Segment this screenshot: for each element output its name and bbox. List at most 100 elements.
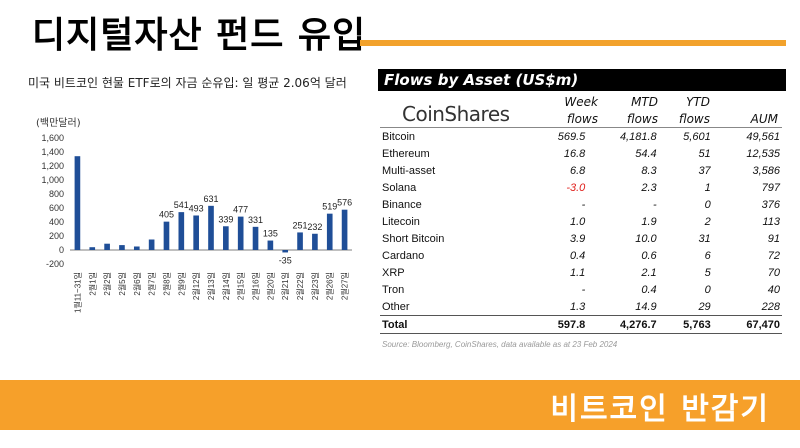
x-tick-label: 1월11~31일 bbox=[72, 272, 82, 313]
flows-by-asset-panel: Flows by Asset (US$m) CoinShares Week fl… bbox=[378, 69, 786, 353]
bar bbox=[148, 239, 155, 250]
cell-ytd: 0 bbox=[704, 283, 711, 296]
table-row: Binance - - 0 376 bbox=[380, 196, 782, 213]
x-tick-label: 2월2일 bbox=[102, 272, 112, 296]
cell-ytd: 6 bbox=[704, 249, 711, 262]
cell-week: - bbox=[581, 283, 586, 296]
cell-aum: 3,586 bbox=[752, 164, 780, 177]
table-row: XRP 1.1 2.1 5 70 bbox=[380, 264, 782, 281]
chart-unit-label: (백만달러) bbox=[36, 118, 81, 129]
bar bbox=[312, 233, 318, 250]
cell-aum: 91 bbox=[767, 232, 780, 245]
y-tick-label: 800 bbox=[49, 189, 64, 199]
bar bbox=[89, 247, 96, 250]
x-tick-label: 2월20일 bbox=[265, 272, 275, 300]
table-total-row: Total 597.8 4,276.7 5,763 67,470 bbox=[380, 315, 782, 334]
bar bbox=[104, 243, 110, 250]
total-ytd: 5,763 bbox=[658, 315, 713, 334]
table-row: Other 1.3 14.9 29 228 bbox=[380, 298, 782, 316]
bar bbox=[267, 240, 274, 250]
cell-week: 569.5 bbox=[516, 127, 588, 145]
data-label: 339 bbox=[218, 214, 233, 224]
flows-table: Bitcoin 569.5 4,181.8 5,601 49,561 Ethereum 16… bbox=[380, 127, 782, 334]
data-label: 493 bbox=[189, 203, 204, 213]
x-tick-label: 2월22일 bbox=[295, 272, 305, 300]
table-row: Solana -3.0 2.3 1 797 bbox=[380, 179, 782, 196]
bar bbox=[193, 215, 199, 250]
cell-aum: 49,561 bbox=[712, 127, 782, 145]
cell-week: 3.9 bbox=[570, 232, 586, 245]
title-underline bbox=[360, 40, 786, 46]
cell-ytd: 0 bbox=[704, 198, 711, 211]
cell-ytd: 37 bbox=[698, 164, 711, 177]
bar bbox=[252, 226, 259, 250]
table-row: Tron - 0.4 0 40 bbox=[380, 281, 782, 298]
data-label: 232 bbox=[307, 222, 322, 232]
x-tick-label: 2월14일 bbox=[221, 272, 231, 300]
cell-week: 0.4 bbox=[570, 249, 586, 262]
cell-aum: 113 bbox=[762, 215, 780, 228]
bar bbox=[178, 212, 185, 250]
col-header-mtd-line2: flows bbox=[626, 112, 658, 126]
data-label: 331 bbox=[248, 215, 263, 225]
cell-mtd: 4,181.8 bbox=[587, 127, 659, 145]
bar bbox=[237, 216, 244, 250]
cell-name: Litecoin bbox=[382, 215, 420, 228]
y-tick-label: 0 bbox=[59, 245, 64, 255]
x-tick-label: 2월16일 bbox=[251, 272, 261, 300]
cell-name: Bitcoin bbox=[380, 127, 517, 145]
data-label: 405 bbox=[159, 210, 174, 220]
x-tick-label: 2월23일 bbox=[310, 272, 320, 300]
total-aum: 67,470 bbox=[712, 315, 782, 334]
x-tick-label: 2월27일 bbox=[340, 272, 350, 300]
cell-name: XRP bbox=[382, 266, 405, 279]
cell-name: Other bbox=[382, 300, 410, 313]
x-tick-label: 2월15일 bbox=[236, 272, 246, 300]
cell-name: Cardano bbox=[382, 249, 425, 262]
cell-week: -3.0 bbox=[566, 181, 586, 194]
cell-week: 1.1 bbox=[570, 266, 586, 279]
bottom-banner: 비트코인 반감기 bbox=[0, 380, 800, 430]
cell-ytd: 5,601 bbox=[658, 127, 713, 145]
bar bbox=[119, 245, 125, 250]
col-header-mtd-line1: MTD bbox=[631, 95, 658, 109]
cell-ytd: 2 bbox=[704, 215, 711, 228]
cell-ytd: 51 bbox=[698, 147, 711, 160]
x-tick-label: 2월26일 bbox=[325, 272, 335, 300]
data-label: 541 bbox=[174, 200, 189, 210]
cell-aum: 376 bbox=[761, 198, 780, 211]
x-tick-label: 2월9일 bbox=[176, 272, 186, 296]
table-title: Flows by Asset (US$m) bbox=[384, 71, 579, 89]
data-label: 251 bbox=[293, 220, 308, 230]
col-header-aum: AUM bbox=[750, 112, 778, 126]
cell-mtd: 54.4 bbox=[635, 147, 657, 160]
total-name: Total bbox=[380, 315, 517, 334]
bar bbox=[326, 213, 333, 250]
cell-ytd: 31 bbox=[698, 232, 711, 245]
table-row: Cardano 0.4 0.6 6 72 bbox=[380, 247, 782, 264]
table-row: Ethereum 16.8 54.4 51 12,535 bbox=[380, 145, 782, 162]
total-mtd: 4,276.7 bbox=[587, 315, 659, 334]
cell-mtd: 0.4 bbox=[641, 283, 657, 296]
cell-name: Short Bitcoin bbox=[382, 232, 445, 245]
data-label: 519 bbox=[322, 202, 337, 212]
etf-flow-bar-chart: -200 0 200 400 600 800 1,000 1,200 1,400 1,600 1월1… bbox=[41, 133, 352, 313]
table-header-bar: Flows by Asset (US$m) bbox=[378, 69, 786, 91]
cell-ytd: 29 bbox=[698, 300, 711, 313]
cell-week: 1.3 bbox=[570, 300, 586, 313]
data-label: -35 bbox=[279, 255, 292, 265]
y-tick-label: 400 bbox=[49, 217, 64, 227]
y-tick-label: 200 bbox=[49, 231, 64, 241]
cell-week: 6.8 bbox=[570, 164, 586, 177]
x-tick-label: 2월1일 bbox=[87, 272, 97, 296]
y-tick-label: 1,400 bbox=[41, 147, 64, 157]
cell-mtd: 2.1 bbox=[641, 266, 657, 279]
data-label: 135 bbox=[263, 229, 278, 239]
chart-title: 미국 비트코인 현물 ETF로의 자금 순유입: 일 평균 2.06억 달러 bbox=[28, 76, 347, 90]
data-label: 477 bbox=[233, 205, 248, 215]
x-tick-label: 2월12일 bbox=[191, 272, 201, 300]
cell-name: Solana bbox=[382, 181, 417, 194]
y-tick-label: 1,200 bbox=[41, 161, 64, 171]
x-tick-label: 2월13일 bbox=[206, 272, 216, 300]
cell-week: 1.0 bbox=[570, 215, 586, 228]
